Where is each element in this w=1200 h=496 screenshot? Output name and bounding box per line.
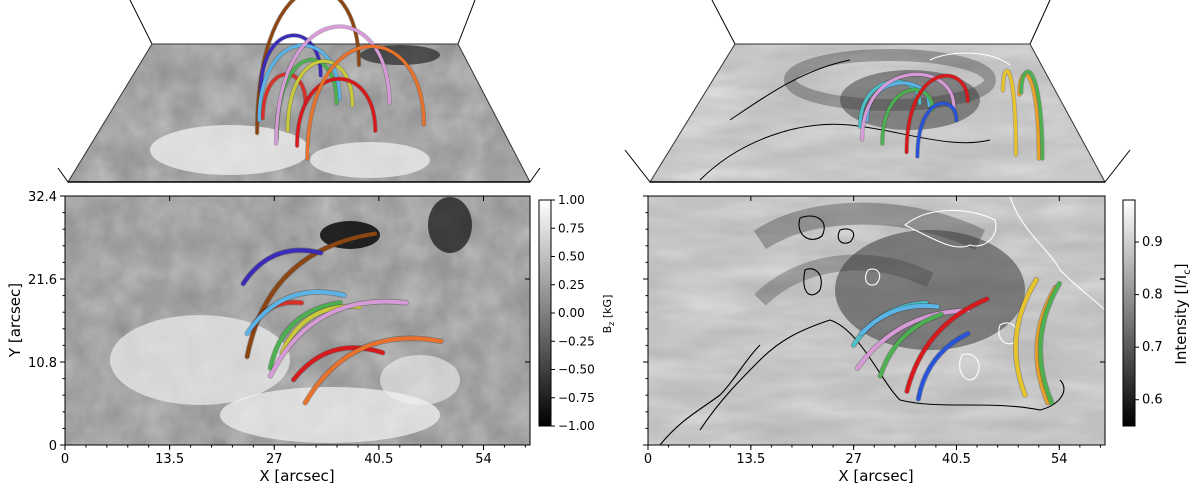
right-3d-view [624,0,1131,183]
right-ticks: 0 13.5 27 40.5 54 [643,195,1105,467]
field-loop [859,303,940,336]
field-loop-3d [1017,72,1041,161]
field-loop-3d [1019,70,1044,161]
x-tick-label: 27 [845,452,862,467]
left-3d-box-edge [457,0,476,45]
right-contour-white [1009,196,1105,311]
field-loop-3d [259,33,323,95]
right-contour-white [903,209,997,248]
field-loop [878,312,944,378]
colorbar-tick-label: −0.75 [558,391,595,405]
right-contour-black [837,228,855,244]
field-loop [291,345,385,382]
right-3d-box-edge [1029,0,1051,45]
y-tick-label: 32.4 [28,190,57,205]
field-loop [1013,277,1039,398]
colorbar-tick-label: 0.25 [558,278,585,292]
field-loop-3d [286,59,354,133]
field-loop [1038,281,1062,405]
left-3d-loops [254,0,427,161]
field-loop [904,296,989,394]
right-contour-white [959,353,980,381]
right-3d-intensity [650,44,1105,182]
field-loop-3d [1001,69,1018,156]
field-loop [245,290,346,336]
x-tick-label: 0 [644,452,652,467]
right-colorbar [1122,199,1136,427]
right-intensity-image [648,196,1105,445]
field-loop [245,231,377,359]
colorbar-tick-label: 0.8 [1142,288,1163,303]
field-loop-3d [295,77,377,148]
field-loop [855,308,970,371]
field-loop [241,248,323,286]
y-tick-label: 0 [49,439,57,454]
left-colorbar [538,199,552,427]
left-3d-magnetogram [68,44,530,182]
right-panel: 0 13.5 27 40.5 54 X [arcsec] 0.9 0.8 0.7 0.6 In… [643,195,1193,485]
colorbar-tick-label: 0.7 [1142,340,1163,355]
left-axes-frame [64,195,531,446]
colorbar-tick-label: 0.00 [558,306,585,320]
field-loop-3d [305,44,426,161]
x-tick-label: 13.5 [155,452,184,467]
right-3d-box-edge [711,0,736,45]
field-loop-3d [860,72,956,142]
x-tick-label: 13.5 [736,452,765,467]
left-colorbar-ticks: 1.00 0.75 0.50 0.25 0.00 −0.25 −0.50 −0.75 −1.00 [551,193,595,433]
colorbar-tick-label: 0.75 [558,221,585,235]
colorbar-tick-label: 0.9 [1142,235,1163,250]
left-x-axis-title: X [arcsec] [259,467,334,485]
y-tick-label: 21.6 [28,273,57,288]
left-ticks: 0 13.5 27 40.5 54 0 10.8 21.6 32.4 [28,190,530,467]
right-contour-white [865,268,881,286]
field-loop-3d [261,72,308,120]
colorbar-tick-label: 1.00 [558,193,585,207]
left-loops [240,230,444,406]
x-tick-label: 40.5 [942,452,971,467]
colorbar-tick-label: −0.50 [558,363,595,377]
x-tick-label: 40.5 [364,452,393,467]
field-loop-3d [880,88,935,146]
field-loop [268,299,408,378]
y-tick-label: 10.8 [28,356,57,371]
left-colorbar-title: Bz [kG] [601,295,616,334]
right-3d-loops [857,68,1045,161]
right-colorbar-ticks: 0.9 0.8 0.7 0.6 [1135,235,1163,408]
right-loops [850,277,1063,406]
left-y-axis-title: Y [arcsec] [6,283,24,358]
left-3d-view [57,0,541,183]
field-loop [268,300,343,371]
colorbar-tick-label: −1.00 [558,419,595,433]
field-loop [303,336,443,405]
x-tick-label: 27 [266,452,283,467]
left-3d-box-edge [129,0,153,45]
colorbar-tick-label: 0.6 [1142,393,1163,408]
x-tick-label: 54 [1051,452,1068,467]
field-loop [916,331,970,401]
right-x-axis-title: X [arcsec] [838,467,913,485]
field-loop-3d [905,74,970,154]
left-panel: 0 13.5 27 40.5 54 0 10.8 21.6 32.4 X [arcsec] Y … [6,190,616,485]
right-contour-black [659,344,761,445]
field-loop-3d [274,24,392,146]
colorbar-tick-label: 0.50 [558,250,585,264]
x-tick-label: 54 [475,452,492,467]
right-colorbar-title: Intensity [I/Ic] [1172,263,1193,364]
colorbar-tick-label: −0.25 [558,334,595,348]
right-contour-black [803,268,822,296]
right-contour-black [798,215,825,240]
right-axes-frame [647,195,1106,446]
field-loop-3d [915,101,959,159]
field-loop-3d [257,43,342,122]
x-tick-label: 0 [61,452,69,467]
